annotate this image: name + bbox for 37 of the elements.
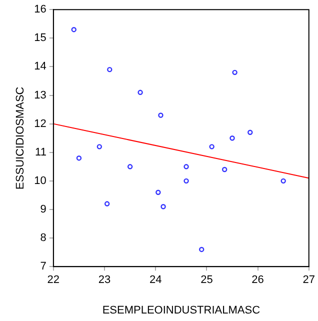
point	[156, 190, 161, 195]
point	[184, 164, 189, 170]
x-tick-label: 25	[200, 274, 213, 286]
x-tick-label: 22	[47, 274, 60, 286]
y-tick-label: 10	[34, 174, 46, 187]
y-tick-label: 15	[34, 32, 46, 44]
point	[160, 204, 166, 210]
point	[158, 112, 164, 118]
x-tick-label: 27	[302, 274, 316, 286]
point	[107, 66, 112, 72]
point	[209, 144, 214, 150]
point	[280, 178, 286, 184]
point	[76, 155, 82, 161]
point	[232, 70, 238, 76]
y-axis-title: ESSUICIDIOSMASC	[14, 86, 27, 190]
x-tick-label: 26	[252, 274, 264, 286]
point	[96, 144, 102, 150]
point	[198, 246, 204, 252]
point	[127, 164, 133, 170]
y-tick-label: 8	[40, 232, 46, 244]
point	[230, 136, 235, 141]
point	[104, 201, 110, 206]
y-tick-label: 9	[40, 204, 46, 216]
x-tick-label: 23	[98, 274, 111, 286]
x-axis-title: ESEMPLEOINDUSTRIALMASC	[102, 304, 260, 316]
y-tick-label: 13	[34, 89, 46, 102]
y-tick-label: 11	[35, 146, 46, 158]
y-tick-label: 16	[34, 4, 46, 16]
point	[71, 26, 76, 32]
point	[138, 90, 143, 96]
x-tick-label: 24	[149, 274, 162, 286]
point	[222, 166, 228, 172]
point	[184, 178, 189, 184]
y-tick-label: 14	[34, 60, 46, 73]
point	[248, 130, 253, 135]
y-tick-label: 12	[34, 118, 46, 130]
y-tick-label: 7	[40, 260, 46, 273]
